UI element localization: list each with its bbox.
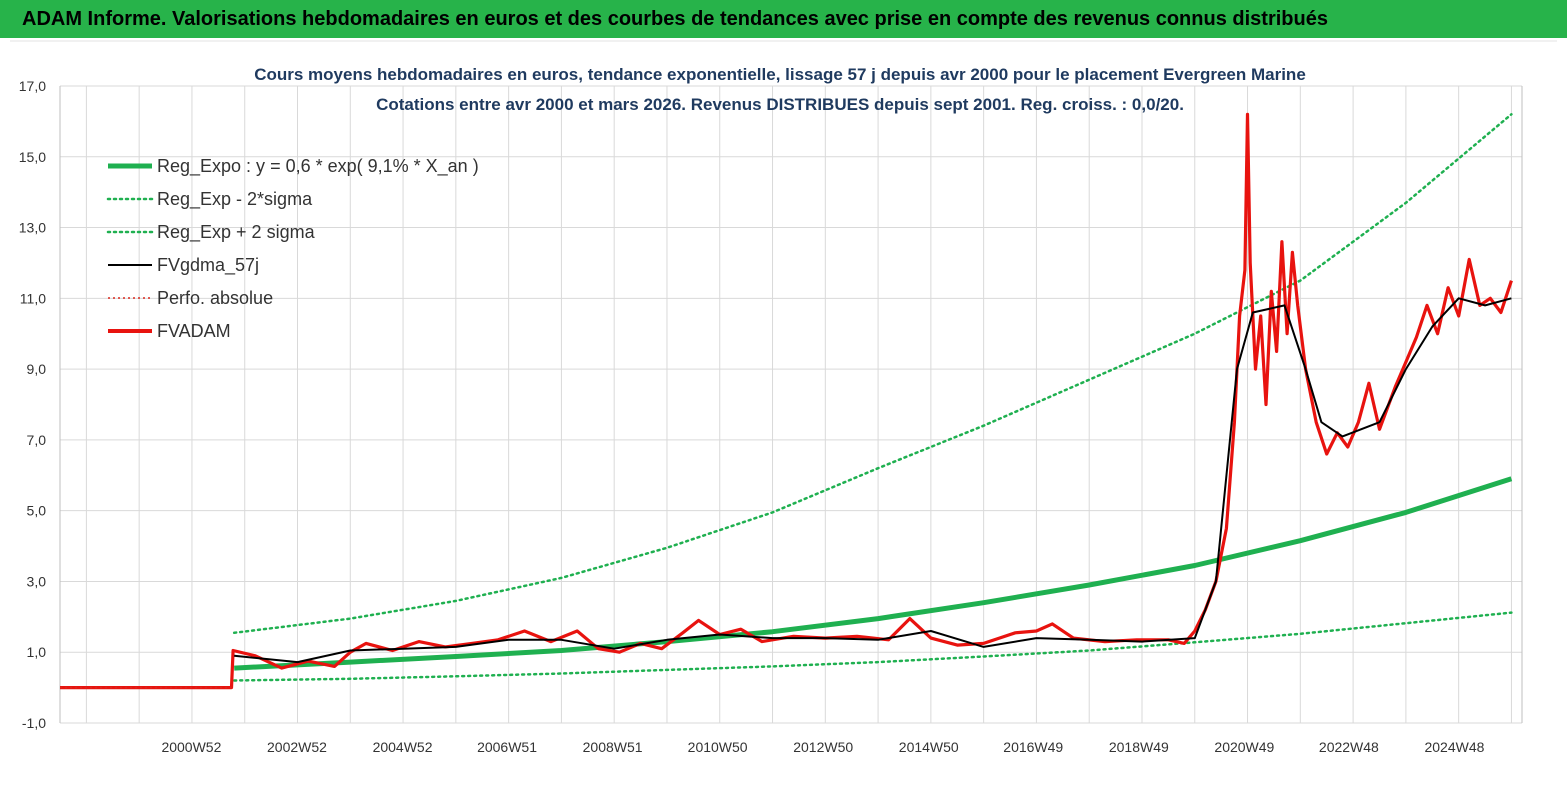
y-tick-label: 13,0	[19, 220, 46, 236]
trend-chart: -1,0 1,0 3,0 5,0 7,0 9,0 11,0 13,0 15,0 17,0 2000…	[0, 38, 1567, 783]
legend-label: Reg_Expo : y = 0,6 * exp( 9,1% * X_an )	[157, 156, 479, 177]
series-line-1	[232, 611, 1513, 682]
report-banner: ADAM Informe. Valorisations hebdomadaire…	[0, 0, 1567, 38]
legend-label: FVgdma_57j	[157, 255, 259, 276]
report-title: ADAM Informe. Valorisations hebdomadaire…	[22, 8, 1328, 30]
y-tick-label: 7,0	[27, 432, 47, 448]
x-axis-ticks: 2000W52 2002W52 2004W52 2006W51 2008W51 2010W…	[161, 739, 1484, 755]
x-tick-label: 2012W50	[793, 739, 853, 755]
y-tick-label: 1,0	[27, 644, 47, 660]
series-line-5	[60, 112, 1513, 690]
chart-legend: Reg_Expo : y = 0,6 * exp( 9,1% * X_an ) R…	[106, 156, 479, 341]
legend-label: FVADAM	[157, 321, 231, 341]
chart-area: -1,0 1,0 3,0 5,0 7,0 9,0 11,0 13,0 15,0 17,0 2000…	[0, 38, 1567, 783]
y-tick-label: 17,0	[19, 78, 46, 94]
chart-series	[60, 112, 1513, 690]
legend-label: Reg_Exp + 2 sigma	[157, 222, 316, 243]
chart-grid	[59, 85, 1523, 724]
x-tick-label: 2006W51	[477, 739, 537, 755]
y-tick-label: 3,0	[27, 573, 47, 589]
x-tick-label: 2022W48	[1319, 739, 1379, 755]
y-tick-label: 9,0	[27, 361, 47, 377]
chart-title-line2: Cotations entre avr 2000 et mars 2026. R…	[376, 95, 1184, 114]
x-tick-label: 2014W50	[899, 739, 959, 755]
y-tick-label: 15,0	[19, 149, 46, 165]
series-line-2	[232, 113, 1513, 635]
chart-background	[0, 38, 1567, 783]
y-axis-ticks: -1,0 1,0 3,0 5,0 7,0 9,0 11,0 13,0 15,0 17,0	[19, 78, 46, 731]
x-tick-label: 2004W52	[373, 739, 433, 755]
series-line-0	[234, 476, 1513, 671]
x-tick-label: 2024W48	[1424, 739, 1484, 755]
legend-label: Reg_Exp - 2*sigma	[157, 189, 313, 210]
x-tick-label: 2010W50	[688, 739, 748, 755]
y-tick-label: -1,0	[22, 715, 46, 731]
x-tick-label: 2000W52	[161, 739, 221, 755]
x-tick-label: 2008W51	[583, 739, 643, 755]
y-tick-label: 11,0	[20, 290, 46, 306]
chart-title-line1: Cours moyens hebdomadaires en euros, ten…	[254, 65, 1306, 84]
legend-label: Perfo. absolue	[157, 288, 273, 308]
x-tick-label: 2020W49	[1214, 739, 1274, 755]
x-tick-label: 2016W49	[1003, 739, 1063, 755]
series-line-3	[234, 297, 1512, 664]
x-tick-label: 2002W52	[267, 739, 327, 755]
x-tick-label: 2018W49	[1109, 739, 1169, 755]
y-tick-label: 5,0	[27, 503, 47, 519]
